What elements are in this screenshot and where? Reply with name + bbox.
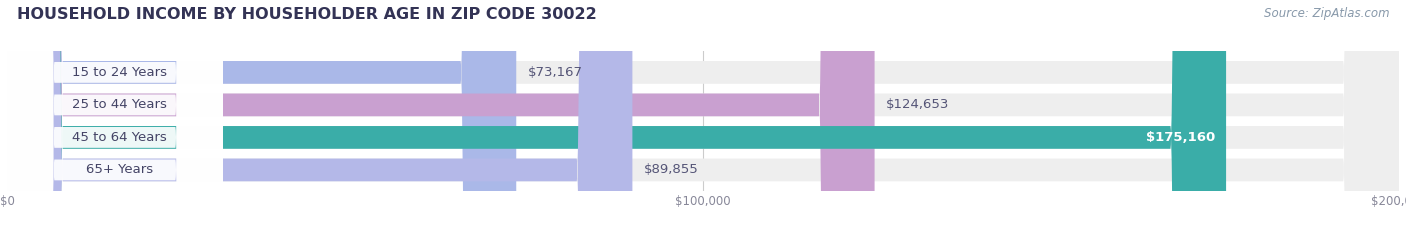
- Text: HOUSEHOLD INCOME BY HOUSEHOLDER AGE IN ZIP CODE 30022: HOUSEHOLD INCOME BY HOUSEHOLDER AGE IN Z…: [17, 7, 596, 22]
- FancyBboxPatch shape: [7, 0, 1399, 233]
- Text: 15 to 24 Years: 15 to 24 Years: [72, 66, 167, 79]
- Text: $124,653: $124,653: [886, 98, 949, 111]
- FancyBboxPatch shape: [7, 0, 222, 233]
- Text: $73,167: $73,167: [527, 66, 582, 79]
- FancyBboxPatch shape: [7, 0, 516, 233]
- Text: $89,855: $89,855: [644, 163, 699, 176]
- Text: 25 to 44 Years: 25 to 44 Years: [72, 98, 167, 111]
- FancyBboxPatch shape: [7, 0, 1399, 233]
- FancyBboxPatch shape: [7, 0, 222, 233]
- FancyBboxPatch shape: [7, 0, 1226, 233]
- Text: $175,160: $175,160: [1146, 131, 1215, 144]
- FancyBboxPatch shape: [7, 0, 1399, 233]
- FancyBboxPatch shape: [7, 0, 222, 233]
- FancyBboxPatch shape: [7, 0, 222, 233]
- Text: 65+ Years: 65+ Years: [86, 163, 153, 176]
- Text: 45 to 64 Years: 45 to 64 Years: [72, 131, 166, 144]
- Text: Source: ZipAtlas.com: Source: ZipAtlas.com: [1264, 7, 1389, 20]
- FancyBboxPatch shape: [7, 0, 633, 233]
- FancyBboxPatch shape: [7, 0, 1399, 233]
- FancyBboxPatch shape: [7, 0, 875, 233]
